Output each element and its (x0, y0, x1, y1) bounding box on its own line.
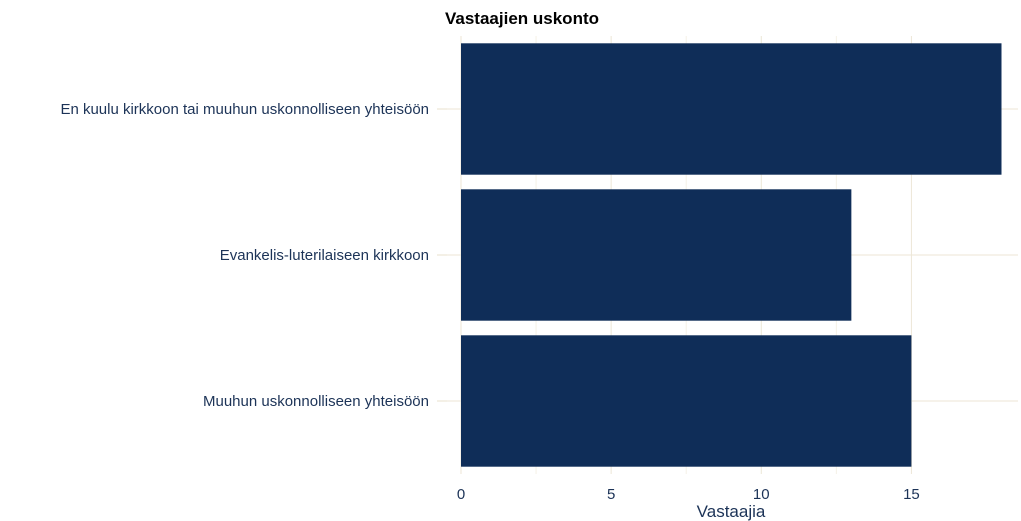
category-labels: En kuulu kirkkoon tai muuhun uskonnollis… (60, 101, 429, 410)
bar (461, 43, 1002, 175)
x-tick-label: 0 (457, 486, 465, 503)
category-label: En kuulu kirkkoon tai muuhun uskonnollis… (60, 101, 429, 118)
bars (461, 43, 1002, 467)
y-ticks (437, 108, 447, 402)
bar (461, 335, 912, 467)
x-axis-label: Vastaajia (697, 502, 766, 521)
bar (461, 189, 852, 321)
chart-title: Vastaajien uskonto (445, 9, 599, 28)
x-tick-label: 15 (903, 486, 920, 503)
x-tick-label: 5 (607, 486, 615, 503)
category-label: Evankelis-luterilaiseen kirkkoon (220, 247, 429, 264)
category-label: Muuhun uskonnolliseen yhteisöön (203, 393, 429, 410)
x-tick-labels: 0 5 10 15 (457, 486, 920, 503)
x-tick-label: 10 (753, 486, 770, 503)
